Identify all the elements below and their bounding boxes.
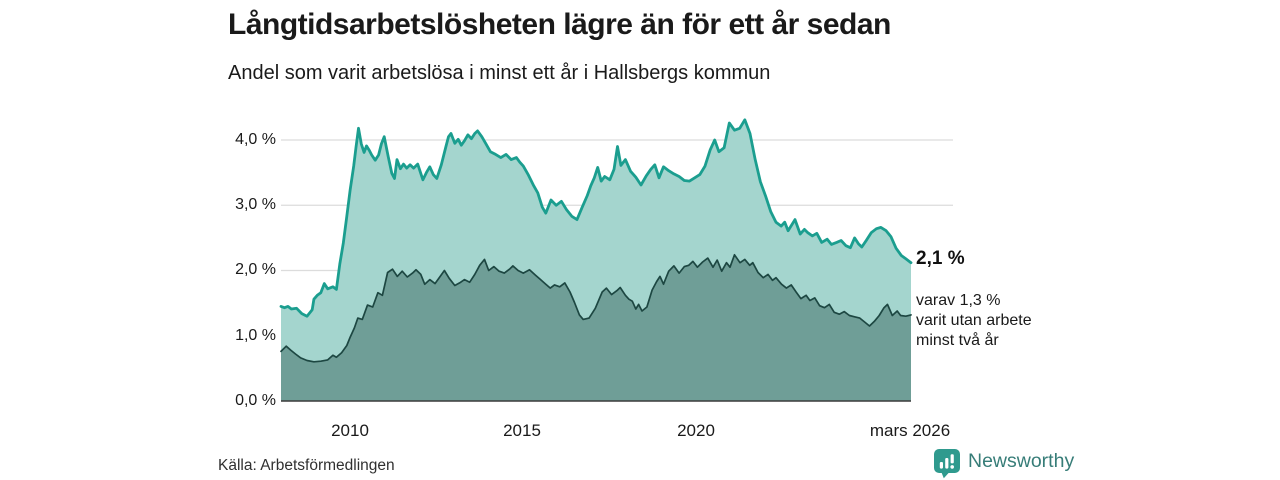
x-tick-label: 2015 bbox=[503, 421, 541, 440]
y-tick-label: 1,0 % bbox=[235, 327, 276, 344]
end-value-label: 2,1 % bbox=[916, 248, 965, 269]
x-tick-label: 2020 bbox=[677, 421, 715, 440]
annotation-line: varit utan arbete bbox=[916, 312, 1032, 329]
x-tick-label: mars 2026 bbox=[869, 421, 951, 440]
y-tick-label: 3,0 % bbox=[235, 196, 276, 213]
x-tick-label: 2010 bbox=[331, 421, 369, 440]
annotation-line: varav 1,3 % bbox=[916, 292, 1001, 309]
newsworthy-logo: Newsworthy bbox=[933, 448, 1074, 479]
annotation-text: varav 1,3 % varit utan arbete minst två … bbox=[916, 291, 1032, 351]
y-tick-label: 0,0 % bbox=[235, 392, 276, 409]
chart-subtitle: Andel som varit arbetslösa i minst ett å… bbox=[228, 62, 771, 84]
page-title: Långtidsarbetslösheten lägre än för ett … bbox=[228, 8, 891, 41]
newsworthy-chart-bubble-icon bbox=[934, 449, 960, 479]
plot-area bbox=[279, 108, 953, 404]
chart-svg bbox=[279, 118, 953, 402]
annotation-line: minst två år bbox=[916, 332, 999, 349]
source-note: Källa: Arbetsförmedlingen bbox=[218, 457, 395, 474]
y-tick-label: 4,0 % bbox=[235, 131, 276, 148]
y-tick-label: 2,0 % bbox=[235, 261, 276, 278]
newsworthy-wordmark: Newsworthy bbox=[968, 450, 1075, 472]
